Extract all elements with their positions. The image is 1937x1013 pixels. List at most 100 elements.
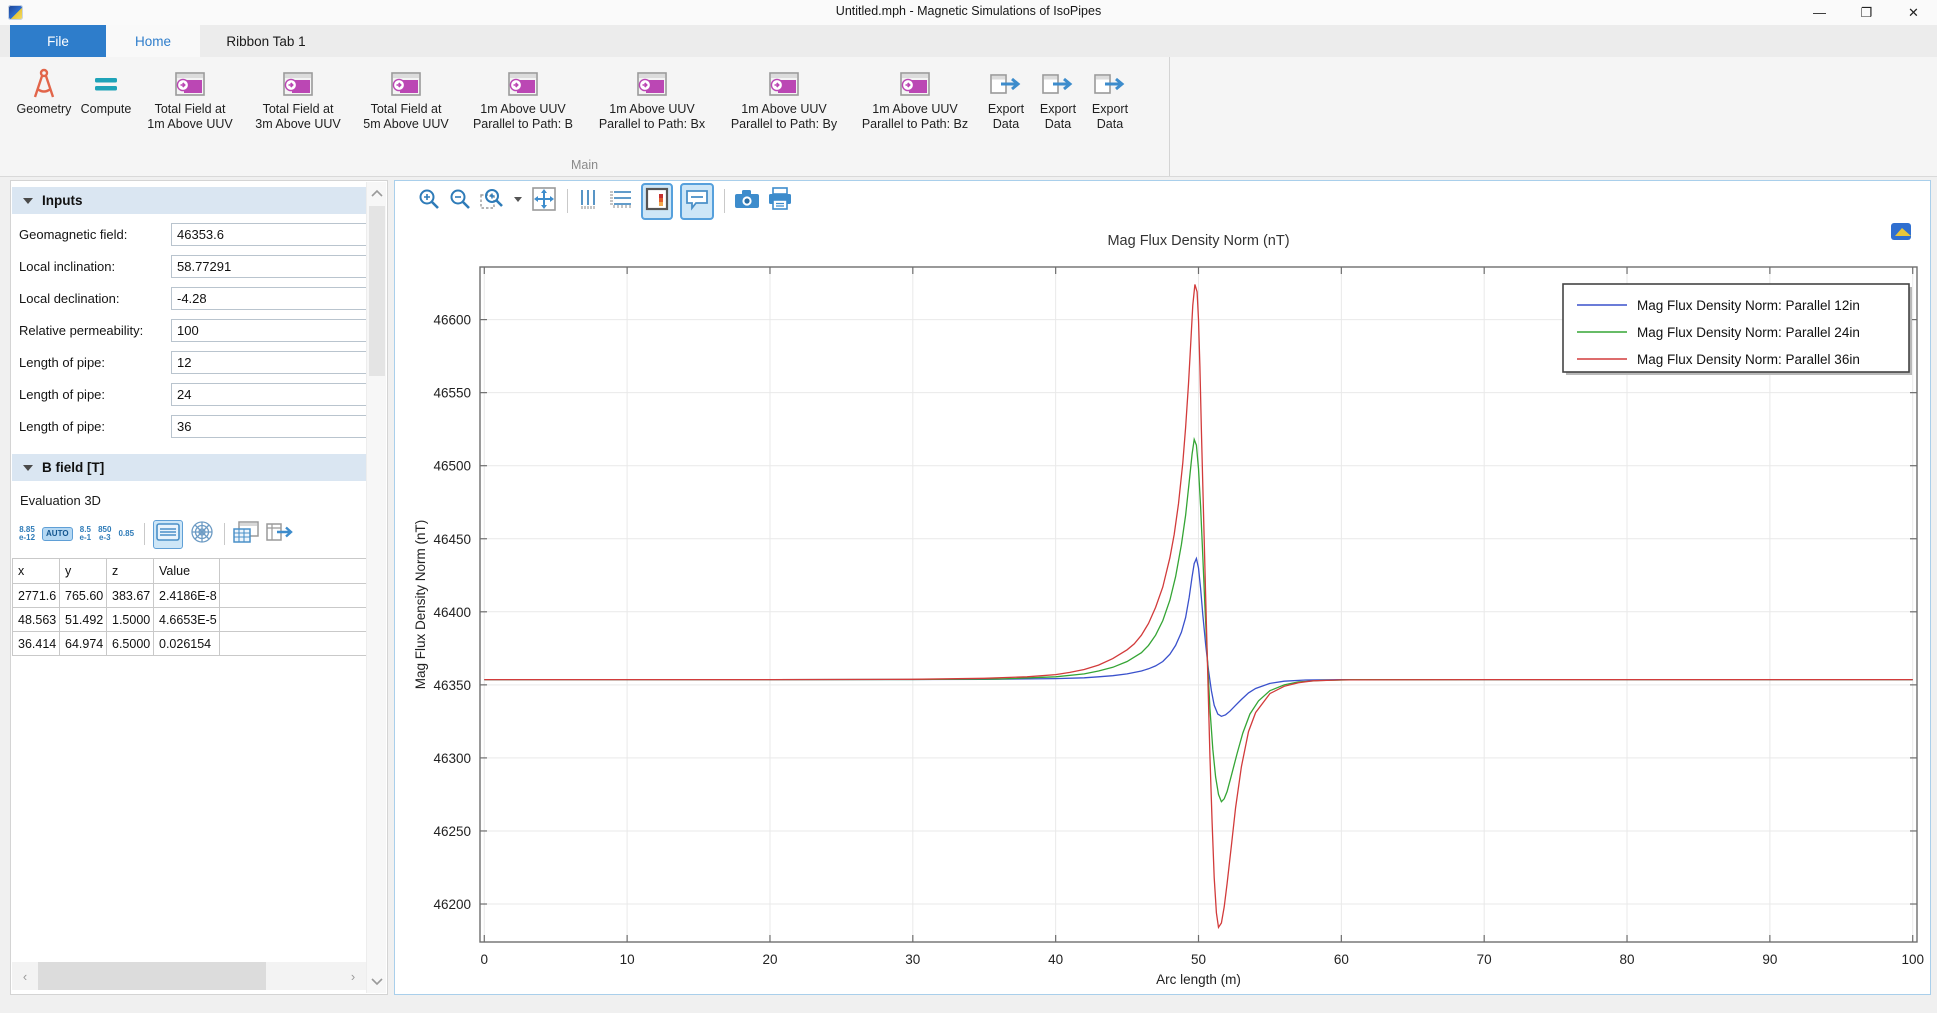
field-input-3[interactable]: 100 <box>171 319 371 342</box>
ribbon-button-label: 1m Above UUV Parallel to Path: Bx <box>598 102 706 131</box>
polar-wheel-icon <box>190 520 214 549</box>
table-column-header[interactable]: z <box>106 558 154 584</box>
tab-ribbon-tab-1[interactable]: Ribbon Tab 1 <box>226 33 306 49</box>
plot-window-icon <box>390 66 422 102</box>
scroll-up-icon[interactable] <box>367 184 387 204</box>
export-table-button[interactable] <box>266 521 294 548</box>
field-input-6[interactable]: 36 <box>171 415 371 438</box>
ribbon-button-label: Geometry <box>16 102 72 116</box>
tab-file[interactable]: File <box>10 25 106 57</box>
table-cell: 1.5000 <box>106 607 154 632</box>
y-tick-label: 46350 <box>433 678 471 693</box>
ribbon-button-compute[interactable]: Compute <box>76 62 136 117</box>
zoom-extents-button[interactable] <box>531 186 557 217</box>
ribbon-button-export-data[interactable]: Export Data <box>1032 62 1084 132</box>
table-row[interactable]: 36.414 64.974 6.5000 0.026154 <box>12 631 367 656</box>
toolbar-separator <box>567 189 568 213</box>
close-button[interactable]: ✕ <box>1908 4 1919 20</box>
x-tick-label: 40 <box>1048 952 1063 967</box>
print-button[interactable] <box>767 186 793 216</box>
ribbon-button-total-field-at-1m-above-uuv[interactable]: Total Field at 1m Above UUV <box>136 62 244 132</box>
horizontal-scroll-thumb[interactable] <box>38 962 266 990</box>
zoom-in-icon <box>417 187 441 216</box>
table-column-header[interactable]: x <box>12 558 60 584</box>
table-cell: 36.414 <box>12 631 60 656</box>
zoom-box-dropdown[interactable] <box>512 187 524 216</box>
x-tick-label: 70 <box>1477 952 1492 967</box>
x-tick-label: 30 <box>905 952 920 967</box>
ribbon-button-total-field-at-5m-above-uuv[interactable]: Total Field at 5m Above UUV <box>352 62 460 132</box>
tab-home[interactable]: Home <box>106 25 200 57</box>
table-column-header[interactable]: y <box>59 558 107 584</box>
y-tick-label: 46450 <box>433 532 471 547</box>
ribbon-button-1m-above-uuv-parallel-to-path-bx[interactable]: 1m Above UUV Parallel to Path: Bx <box>586 62 718 132</box>
ribbon-button-export-data[interactable]: Export Data <box>1084 62 1136 132</box>
field-input-2[interactable]: -4.28 <box>171 287 371 310</box>
scroll-down-icon[interactable] <box>367 971 387 991</box>
evaluation-table[interactable]: x y z Value 2771.6 765.60 383.67 2.4186E-8 48.56… <box>12 558 367 656</box>
series-line <box>484 436 1913 803</box>
zoom-box-button[interactable] <box>479 187 505 216</box>
y-tick-label: 46400 <box>433 605 471 620</box>
ribbon-button-1m-above-uuv-parallel-to-path-b[interactable]: 1m Above UUV Parallel to Path: B <box>460 62 586 132</box>
plot-canvas[interactable]: 0 10 20 30 40 50 60 70 80 90 100 46200 46250 46300 463… <box>395 221 1930 994</box>
table-row[interactable]: 48.563 51.492 1.5000 4.6653E-5 <box>12 607 367 632</box>
zoom-out-button[interactable] <box>448 187 472 216</box>
y-axis-grid-button[interactable] <box>608 187 634 216</box>
precision-8.5e-1-button[interactable]: 8.5 e-1 <box>79 525 92 542</box>
ribbon-button-geometry[interactable]: Geometry <box>12 62 76 117</box>
table-row[interactable]: 2771.6 765.60 383.67 2.4186E-8 <box>12 583 367 608</box>
x-tick-label: 80 <box>1620 952 1635 967</box>
field-input-1[interactable]: 58.77291 <box>171 255 371 278</box>
field-input-4[interactable]: 12 <box>171 351 371 374</box>
ribbon-button-total-field-at-3m-above-uuv[interactable]: Total Field at 3m Above UUV <box>244 62 352 132</box>
table-cell <box>219 631 367 656</box>
vertical-scrollbar[interactable] <box>366 182 386 993</box>
x-axis-label: Arc length (m) <box>1156 972 1241 987</box>
y-tick-label: 46600 <box>433 313 471 328</box>
polar-format-button[interactable] <box>190 520 214 549</box>
x-axis-grid-button[interactable] <box>577 187 601 216</box>
toolbar-separator <box>224 523 226 545</box>
precision-auto-button[interactable]: AUTO <box>42 527 73 541</box>
snapshot-button[interactable] <box>734 188 760 215</box>
ribbon-button-export-data[interactable]: Export Data <box>980 62 1032 132</box>
legend-toggle-button[interactable] <box>641 182 673 220</box>
plot-window-icon <box>768 66 800 102</box>
zoom-out-icon <box>448 187 472 216</box>
vertical-scroll-thumb[interactable] <box>369 206 385 376</box>
field-input-0[interactable]: 46353.6 <box>171 223 371 246</box>
bfield-toolbar: 8.85 e-12 AUTO 8.5 e-1 850 e-3 0.85 <box>19 519 387 549</box>
table-cell: 0.026154 <box>153 631 220 656</box>
scroll-left-icon[interactable]: ‹ <box>22 968 28 984</box>
full-precision-table-button[interactable] <box>153 519 184 549</box>
y-axis-label: Mag Flux Density Norm (nT) <box>413 520 428 690</box>
geometry-icon <box>27 66 61 102</box>
precision-850e-3-button[interactable]: 850 e-3 <box>98 525 112 542</box>
ribbon-button-label: 1m Above UUV Parallel to Path: By <box>730 102 838 131</box>
ribbon-button-label: Total Field at 1m Above UUV <box>147 102 233 131</box>
y-grid-icon <box>608 187 634 216</box>
bfield-section-header[interactable]: B field [T] <box>12 454 366 481</box>
comsol-logo-icon <box>1895 228 1911 236</box>
restore-button[interactable]: ❐ <box>1860 4 1873 20</box>
x-tick-label: 20 <box>762 952 777 967</box>
legend-entry: Mag Flux Density Norm: Parallel 36in <box>1637 352 1860 367</box>
inputs-section-header[interactable]: Inputs <box>12 187 366 214</box>
zoom-in-button[interactable] <box>417 187 441 216</box>
ribbon-button-1m-above-uuv-parallel-to-path-by[interactable]: 1m Above UUV Parallel to Path: By <box>718 62 850 132</box>
scroll-right-icon[interactable]: › <box>350 968 356 984</box>
table-cell: 6.5000 <box>106 631 154 656</box>
field-input-5[interactable]: 24 <box>171 383 371 406</box>
new-table-window-button[interactable] <box>233 520 259 548</box>
tooltip-toggle-button[interactable] <box>680 182 714 220</box>
graphics-toolbar <box>395 181 1930 221</box>
ribbon-button-1m-above-uuv-parallel-to-path-bz[interactable]: 1m Above UUV Parallel to Path: Bz <box>850 62 980 132</box>
y-tick-label: 46250 <box>433 824 471 839</box>
caret-down-icon <box>512 187 524 216</box>
precision-8.85e-12-button[interactable]: 8.85 e-12 <box>19 525 36 542</box>
table-column-header[interactable]: Value <box>153 558 220 584</box>
precision-0.85-button[interactable]: 0.85 <box>118 529 135 538</box>
horizontal-scrollbar[interactable]: ‹ › <box>12 962 366 990</box>
minimize-button[interactable]: ― <box>1813 5 1826 20</box>
